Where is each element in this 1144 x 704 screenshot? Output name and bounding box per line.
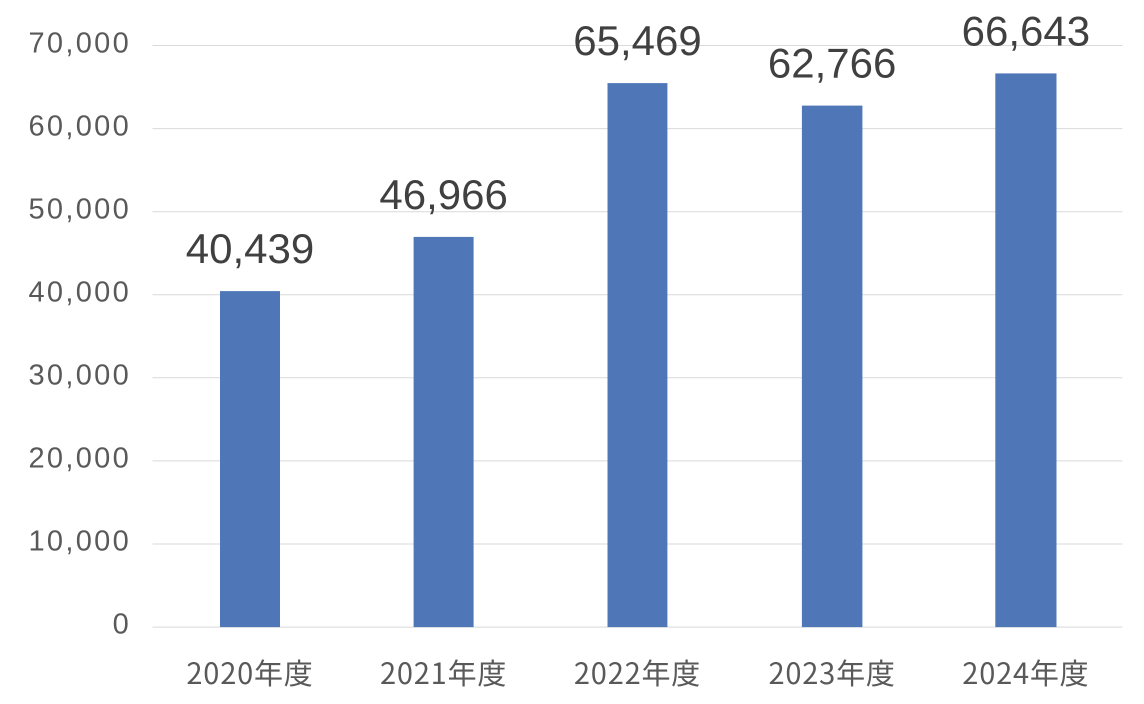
svg-text:62,766: 62,766 — [768, 40, 896, 87]
svg-text:2024年度: 2024年度 — [962, 651, 1089, 693]
svg-text:0: 0 — [113, 609, 131, 641]
svg-text:50,000: 50,000 — [29, 194, 132, 226]
svg-text:66,643: 66,643 — [962, 7, 1090, 54]
svg-text:20,000: 20,000 — [29, 443, 132, 475]
svg-text:40,439: 40,439 — [186, 225, 314, 272]
svg-text:60,000: 60,000 — [29, 111, 132, 143]
svg-text:46,966: 46,966 — [379, 171, 507, 218]
svg-text:30,000: 30,000 — [29, 360, 132, 392]
svg-text:2020年度: 2020年度 — [186, 651, 313, 693]
svg-text:40,000: 40,000 — [29, 277, 132, 309]
svg-text:70,000: 70,000 — [29, 28, 132, 60]
svg-text:10,000: 10,000 — [29, 526, 132, 558]
svg-text:2021年度: 2021年度 — [380, 651, 507, 693]
svg-text:2023年度: 2023年度 — [769, 651, 896, 693]
svg-text:2022年度: 2022年度 — [574, 651, 701, 693]
svg-text:65,469: 65,469 — [573, 17, 701, 64]
